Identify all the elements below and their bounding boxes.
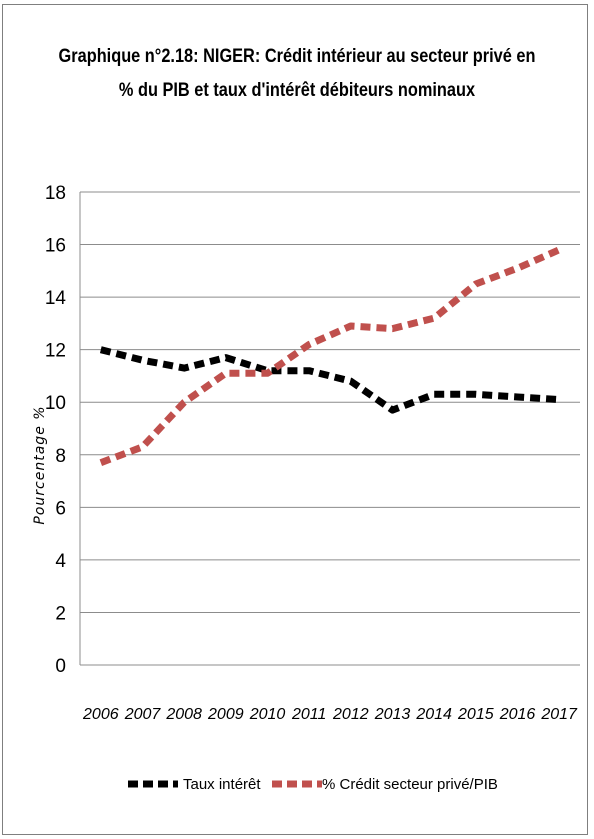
- legend: Taux intérêt % Crédit secteur privé/PIB: [128, 776, 498, 793]
- x-tick-label: 2015: [457, 706, 494, 723]
- y-tick-label: 16: [45, 236, 66, 257]
- y-tick-label: 0: [55, 656, 66, 677]
- legend-label-0: Taux intérêt: [183, 776, 261, 793]
- x-tick-label: 2007: [124, 706, 162, 723]
- series-lines: [99, 246, 561, 466]
- x-tick-label: 2017: [540, 706, 578, 723]
- y-axis-label: Pourcentage %: [32, 405, 48, 524]
- chart-title: Graphique n°2.18: NIGER: Crédit intérieu…: [42, 40, 553, 108]
- x-tick-label: 2009: [207, 706, 244, 723]
- x-tick-label: 2010: [249, 706, 286, 723]
- x-tick-label: 2011: [291, 706, 326, 723]
- x-tick-label: 2016: [499, 706, 536, 723]
- y-tick-label: 10: [45, 393, 66, 414]
- y-tick-label: 12: [45, 341, 66, 362]
- y-tick-label: 2: [55, 603, 66, 624]
- x-tick-label: 2014: [415, 706, 452, 723]
- y-tick-label: 4: [55, 551, 66, 572]
- series-line-0: [99, 346, 560, 414]
- gridlines: [79, 191, 580, 666]
- chart-title-line-1: Graphique n°2.18: NIGER: Crédit intérieu…: [58, 46, 536, 67]
- y-tick-label: 6: [55, 498, 66, 519]
- series-line-1: [99, 246, 561, 466]
- chart-title-line-2: % du PIB et taux d'intérêt débiteurs nom…: [118, 80, 476, 101]
- x-tick-label: 2006: [82, 706, 119, 723]
- y-tick-label: 8: [55, 446, 66, 467]
- x-axis-ticks: 2006 2007 2008 2009 2010 2011 2012 2013 2014 2015…: [82, 706, 578, 723]
- legend-label-1: % Crédit secteur privé/PIB: [322, 776, 498, 793]
- chart-frame: [2, 4, 588, 835]
- x-tick-label: 2013: [374, 706, 411, 723]
- y-axis-ticks: 0 2 4 6 8 10 12 14 16 18: [45, 183, 67, 677]
- x-tick-label: 2008: [165, 706, 202, 723]
- x-tick-label: 2012: [332, 706, 369, 723]
- y-tick-label: 14: [45, 288, 67, 309]
- y-tick-label: 18: [45, 183, 66, 204]
